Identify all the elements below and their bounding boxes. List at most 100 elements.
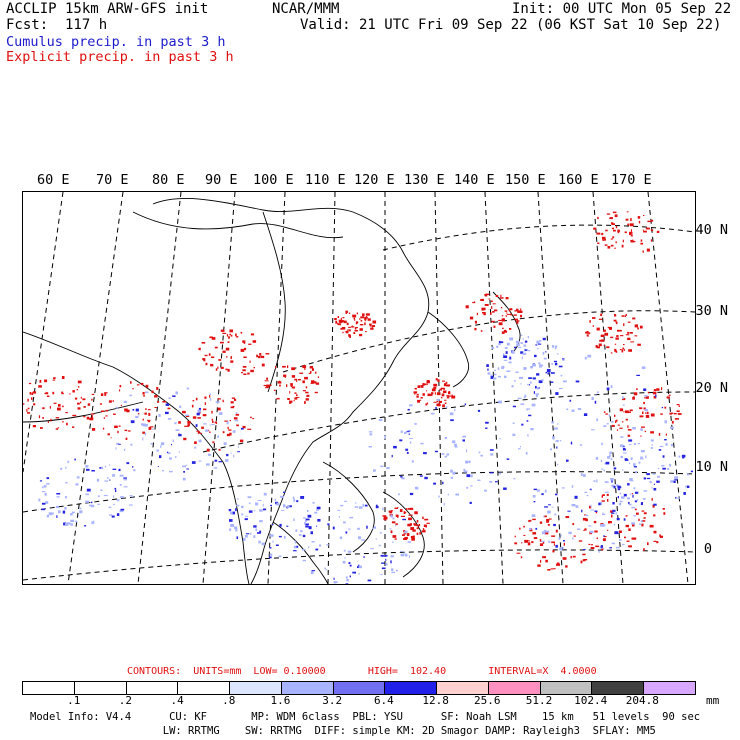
explicit-precip-cell [309,366,314,369]
explicit-precip-cell [495,295,499,297]
cumulus-precip-cell [644,408,648,412]
cumulus-precip-cell [501,366,504,369]
cumulus-precip-cell [584,491,588,493]
cumulus-precip-cell [469,501,472,504]
explicit-precip-cell [474,327,477,331]
explicit-precip-cell [643,548,645,551]
explicit-precip-cell [304,376,308,380]
explicit-precip-cell [608,521,612,524]
explicit-precip-cell [293,400,295,402]
explicit-precip-cell [650,219,654,222]
explicit-precip-cell [187,420,191,424]
cumulus-precip-cell [206,463,210,466]
colorbar-tick-label: 51.2 [525,694,553,707]
cumulus-precip-cell [218,461,222,463]
explicit-precip-cell [627,331,630,334]
explicit-precip-cell [629,231,633,234]
cumulus-precip-cell [634,500,637,503]
explicit-precip-cell [294,378,297,381]
explicit-precip-cell [383,518,386,520]
cumulus-precip-cell [228,509,232,512]
cumulus-precip-cell [311,541,315,543]
lon-label: 70 E [96,172,129,188]
cumulus-precip-cell [86,468,90,471]
cumulus-precip-cell [651,486,653,489]
cumulus-precip-cell [85,500,90,503]
explicit-precip-cell [501,315,504,317]
explicit-precip-cell [473,301,476,304]
explicit-precip-cell [119,385,122,388]
explicit-precip-cell [259,353,262,356]
cumulus-precip-cell [555,440,559,442]
explicit-precip-cell [517,310,520,313]
cumulus-precip-cell [582,474,586,477]
cumulus-precip-cell [248,510,253,513]
cumulus-precip-cell [175,391,178,395]
cumulus-precip-cell [213,467,218,469]
cumulus-precip-cell [628,462,631,464]
explicit-precip-cell [103,417,105,419]
cumulus-precip-cell [340,504,344,507]
explicit-precip-cell [214,346,218,349]
lat-label: 40 N [695,222,728,238]
cumulus-precip-cell [665,443,668,446]
cumulus-precip-cell [435,406,437,410]
explicit-precip-cell [29,392,31,395]
explicit-precip-cell [619,530,622,533]
cumulus-precip-cell [250,532,252,535]
explicit-precip-cell [52,379,56,381]
explicit-precip-cell [317,376,320,378]
cumulus-precip-cell [683,492,686,495]
cumulus-precip-cell [98,495,100,498]
explicit-precip-cell [408,514,412,516]
explicit-precip-cell [204,396,207,399]
explicit-precip-cell [678,405,680,407]
explicit-precip-cell [539,521,543,524]
explicit-precip-cell [338,323,341,326]
cumulus-precip-cell [477,479,481,481]
cumulus-precip-cell [505,351,508,354]
explicit-precip-cell [217,407,221,411]
cumulus-precip-cell [526,420,529,422]
explicit-precip-cell [61,393,64,395]
explicit-precip-cell [304,401,306,404]
cumulus-precip-cell [452,471,456,475]
explicit-precip-cell [124,429,128,432]
explicit-precip-cell [202,358,206,361]
cumulus-precip-cell [497,375,501,378]
explicit-precip-cell [156,387,159,390]
explicit-precip-cell [151,390,154,394]
explicit-precip-cell [438,403,441,407]
cumulus-precip-cell [543,515,545,518]
cumulus-precip-cell [342,560,346,564]
explicit-precip-cell [112,400,114,402]
explicit-precip-cell [631,493,633,495]
cumulus-precip-cell [241,513,244,516]
cumulus-precip-cell [288,505,292,508]
explicit-precip-cell [362,313,365,317]
explicit-precip-cell [639,407,643,410]
cumulus-precip-cell [144,432,147,436]
cumulus-precip-cell [344,500,347,502]
colorbar-units: mm [706,694,720,707]
cumulus-precip-cell [509,361,512,364]
explicit-precip-cell [222,332,227,334]
cumulus-precip-cell [622,448,626,451]
explicit-precip-cell [610,217,613,219]
cumulus-precip-cell [275,544,279,546]
cumulus-precip-cell [226,421,229,425]
cumulus-precip-cell [185,464,188,466]
explicit-precip-cell [39,379,42,383]
explicit-precip-cell [197,417,201,419]
explicit-precip-cell [344,320,347,324]
cumulus-precip-cell [119,483,122,486]
cumulus-precip-cell [96,478,100,482]
cumulus-precip-cell [77,515,80,517]
cumulus-precip-cell [543,357,547,360]
cumulus-precip-cell [629,444,632,446]
explicit-precip-cell [514,542,518,545]
cumulus-precip-cell [85,465,89,468]
explicit-precip-cell [283,374,287,377]
cumulus-precip-cell [515,371,519,373]
colorbar-swatch [126,682,179,694]
